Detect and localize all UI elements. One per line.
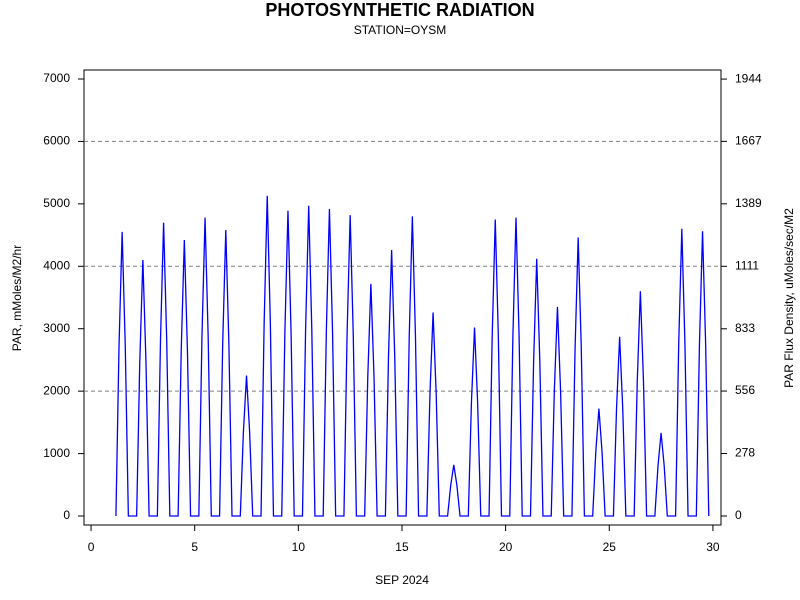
- y-axis-label: PAR, mMoles/M2/hr: [10, 245, 24, 351]
- y2-tick-label: 1944: [735, 71, 762, 85]
- y-tick-label: 7000: [43, 71, 70, 85]
- y-tick-label: 5000: [43, 196, 70, 210]
- y2-axis-label: PAR Flux Density, uMoles/sec/M2: [782, 208, 796, 388]
- y2-tick-label: 0: [735, 508, 742, 522]
- y2-tick-label: 1389: [735, 196, 762, 210]
- x-axis-label: SEP 2024: [375, 573, 429, 587]
- x-tick-label: 30: [706, 540, 720, 554]
- x-tick-label: 5: [191, 540, 198, 554]
- chart-title: PHOTOSYNTHETIC RADIATION: [265, 0, 534, 20]
- plot-frame: [83, 69, 722, 526]
- y2-tick-label: 1667: [735, 134, 762, 148]
- y-tick-label: 0: [63, 508, 70, 522]
- y-tick-label: 2000: [43, 383, 70, 397]
- y-tick-label: 3000: [43, 321, 70, 335]
- x-tick-label: 0: [88, 540, 95, 554]
- data-line: [115, 195, 710, 517]
- x-tick-label: 10: [292, 540, 306, 554]
- x-tick-label: 20: [499, 540, 513, 554]
- y2-tick-label: 556: [735, 383, 755, 397]
- y2-tick-label: 1111: [735, 258, 759, 272]
- y2-tick-label: 833: [735, 321, 755, 335]
- x-tick-label: 25: [603, 540, 617, 554]
- x-tick-label: 15: [395, 540, 409, 554]
- y-tick-label: 4000: [43, 258, 70, 272]
- y-tick-label: 1000: [43, 446, 70, 460]
- chart-subtitle: STATION=OYSM: [354, 23, 447, 37]
- y-tick-label: 6000: [43, 134, 70, 148]
- y2-tick-label: 278: [735, 446, 755, 460]
